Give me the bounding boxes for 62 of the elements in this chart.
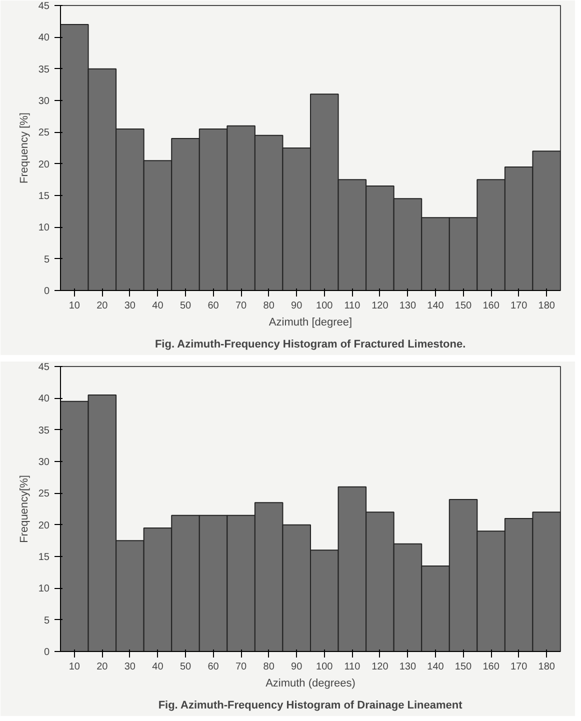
y-tick-label: 40 xyxy=(38,32,50,44)
y-tick-label: 15 xyxy=(38,191,50,202)
x-tick-label: 170 xyxy=(510,662,528,672)
x-tick-label: 80 xyxy=(263,662,275,672)
x-tick-label: 160 xyxy=(482,662,500,672)
x-tick-label: 110 xyxy=(344,300,361,312)
x-tick-label: 150 xyxy=(454,662,472,672)
y-tick-label: 45 xyxy=(38,1,50,12)
x-tick-label: 100 xyxy=(316,662,334,672)
x-tick-label: 60 xyxy=(208,300,220,312)
y-tick-label: 0 xyxy=(44,647,50,658)
y-tick-label: 20 xyxy=(38,159,50,170)
x-tick-label: 130 xyxy=(399,300,417,312)
y-tick-label: 5 xyxy=(44,615,50,626)
x-tick-label: 140 xyxy=(427,300,444,312)
x-axis-title: Azimuth (degrees) xyxy=(266,678,356,690)
x-tick-label: 140 xyxy=(427,662,444,672)
text: Fig. Azimuth-Frequency Histogram of Drainage Lineament xyxy=(158,700,463,712)
x-tick-label: 40 xyxy=(152,300,164,312)
y-tick-label: 15 xyxy=(38,552,50,563)
x-tick-label: 170 xyxy=(510,300,528,312)
x-tick-label: 70 xyxy=(235,662,248,672)
y-tick-label: 20 xyxy=(38,520,50,532)
x-tick-label: 150 xyxy=(454,300,472,312)
y-tick-label: 35 xyxy=(38,64,50,76)
x-tick-label: 20 xyxy=(96,662,108,672)
y-tick-label: 10 xyxy=(38,584,50,595)
y-tick-label: 5 xyxy=(44,254,50,266)
x-tick-label: 160 xyxy=(482,300,500,312)
y-tick-label: 30 xyxy=(38,96,50,107)
text: Fig. Azimuth-Frequency Histogram of Fractured Limestone. xyxy=(154,338,466,350)
y-axis-title: Frequency [%] xyxy=(18,112,30,184)
y-axis-title: Frequency[%] xyxy=(18,475,30,543)
x-tick-label: 50 xyxy=(180,662,192,672)
x-tick-label: 90 xyxy=(291,300,303,312)
y-tick-label: 40 xyxy=(38,394,50,405)
x-tick-label: 50 xyxy=(180,300,192,312)
x-tick-label: 130 xyxy=(399,662,417,672)
x-tick-label: 120 xyxy=(372,662,389,672)
x-tick-label: 100 xyxy=(316,300,334,312)
x-tick-label: 40 xyxy=(152,662,164,672)
x-tick-label: 30 xyxy=(124,300,136,312)
x-tick-label: 110 xyxy=(344,662,361,672)
x-tick-label: 80 xyxy=(263,300,275,312)
y-tick-label: 0 xyxy=(44,286,50,297)
y-tick-label: 10 xyxy=(38,222,50,234)
y-tick-label: 35 xyxy=(38,425,50,436)
x-tick-label: 20 xyxy=(96,300,108,312)
x-tick-label: 120 xyxy=(372,300,389,312)
x-tick-label: 10 xyxy=(68,662,80,672)
x-tick-label: 70 xyxy=(235,300,248,312)
y-tick-label: 45 xyxy=(38,362,50,373)
y-tick-label: 25 xyxy=(38,488,50,500)
x-tick-label: 180 xyxy=(538,300,556,312)
y-tick-label: 25 xyxy=(38,128,50,139)
x-tick-label: 30 xyxy=(124,662,136,672)
y-tick-label: 30 xyxy=(38,457,50,468)
x-tick-label: 60 xyxy=(208,662,220,672)
x-tick-label: 90 xyxy=(291,662,303,672)
x-axis-title: Azimuth [degree] xyxy=(268,316,352,328)
x-tick-label: 180 xyxy=(538,662,556,672)
x-tick-label: 10 xyxy=(68,300,80,312)
